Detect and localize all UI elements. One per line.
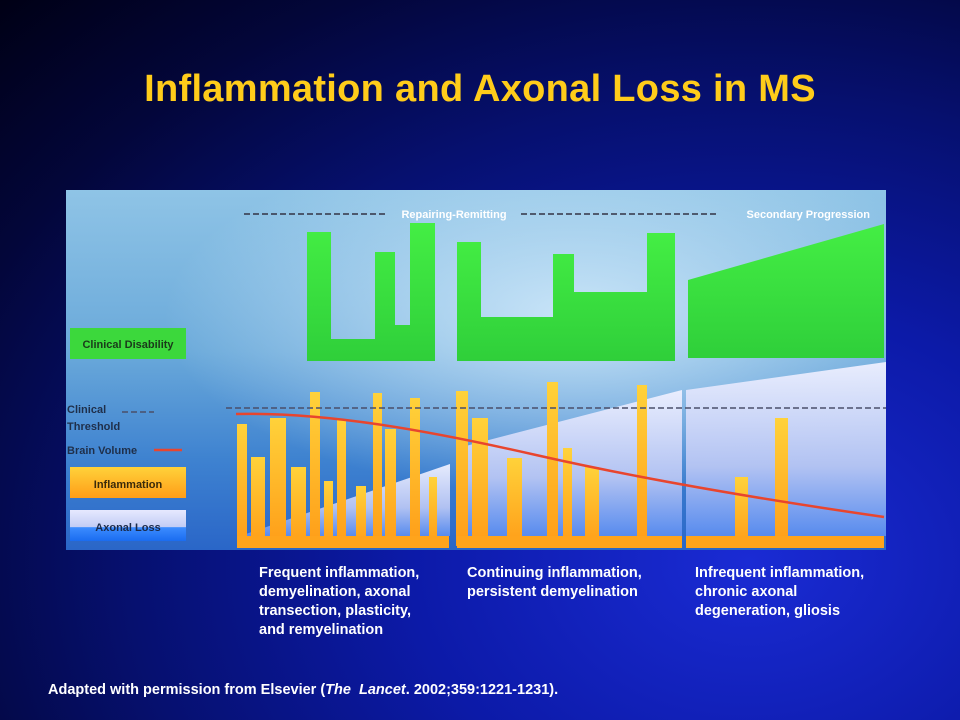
inflammation-bar [585, 467, 599, 546]
inflammation-bar [429, 477, 437, 546]
disability-block-1 [243, 223, 446, 361]
inflammation-bar [356, 486, 366, 546]
footnote-journal-2: Lancet [359, 682, 406, 698]
legend-clinical-disability-swatch [70, 328, 186, 359]
inflammation-bar [563, 448, 572, 546]
caption-line: persistent demyelination [467, 584, 638, 600]
caption-line: demyelination, axonal [259, 584, 411, 600]
ms-course-diagram: Repairing-Remitting Secondary Progressio… [66, 190, 886, 550]
caption-continuing: Continuing inflammation, persistent demy… [467, 564, 642, 602]
legend-axonal-loss-label: Axonal Loss [95, 522, 160, 534]
legend-inflammation-swatch [70, 467, 186, 498]
inflammation-bar [410, 398, 420, 546]
inflammation-bar [472, 418, 488, 546]
inflammation-bar [385, 429, 396, 546]
inflammation-bar [775, 418, 788, 546]
legend-threshold-label-2: Threshold [67, 421, 120, 433]
legend-inflammation-label: Inflammation [94, 479, 163, 491]
caption-relapsing: Frequent inflammation, demyelination, ax… [259, 564, 419, 640]
inflammation-bar [251, 457, 265, 546]
source-footnote: Adapted with permission from Elsevier (T… [48, 682, 558, 698]
caption-line: degeneration, gliosis [695, 603, 841, 619]
caption-secondary: Infrequent inflammation, chronic axonal … [695, 564, 864, 621]
diagram-svg: Repairing-Remitting Secondary Progressio… [66, 190, 886, 550]
brain-volume-curve [235, 412, 885, 519]
inflammation-bar [547, 382, 558, 546]
disability-block-2 [457, 233, 675, 361]
disability-block-3 [688, 224, 884, 358]
inflammation-baseline-3 [686, 536, 884, 548]
phase-label-secondary: Secondary Progression [747, 209, 871, 221]
caption-line: transection, plasticity, [259, 603, 412, 619]
caption-line: Infrequent inflammation, [695, 565, 865, 581]
legend-clinical-disability-label: Clinical Disability [82, 339, 174, 351]
footnote-suffix: . 2002;359:1221-1231). [405, 682, 559, 698]
inflammation-bar [507, 458, 522, 546]
legend-brain-volume-label: Brain Volume [67, 445, 137, 457]
inflammation-bar [637, 385, 647, 546]
caption-line: chronic axonal [695, 584, 798, 600]
inflammation-bar [310, 392, 320, 546]
phase-label-relapsing: Repairing-Remitting [401, 209, 506, 221]
footnote-journal-1: The [325, 682, 351, 698]
inflammation-bar [735, 477, 748, 546]
caption-line: Frequent inflammation, [259, 565, 420, 581]
legend-axonal-loss-swatch [70, 510, 186, 541]
inflammation-bar [291, 467, 306, 546]
inflammation-bar [324, 481, 333, 546]
caption-line: and remyelination [259, 622, 384, 638]
page-title: Inflammation and Axonal Loss in MS [144, 68, 816, 110]
inflammation-bar [373, 393, 382, 546]
inflammation-bar [237, 424, 247, 546]
legend-threshold-label-1: Clinical [67, 404, 106, 416]
inflammation-bar [337, 420, 346, 546]
caption-line: Continuing inflammation, [467, 565, 642, 581]
inflammation-bar [456, 391, 468, 546]
inflammation-bar [270, 418, 286, 546]
inflammation-baseline-1 [237, 536, 449, 548]
footnote-prefix: Adapted with permission from Elsevier ( [48, 682, 326, 698]
inflammation-baseline-2 [457, 536, 682, 548]
